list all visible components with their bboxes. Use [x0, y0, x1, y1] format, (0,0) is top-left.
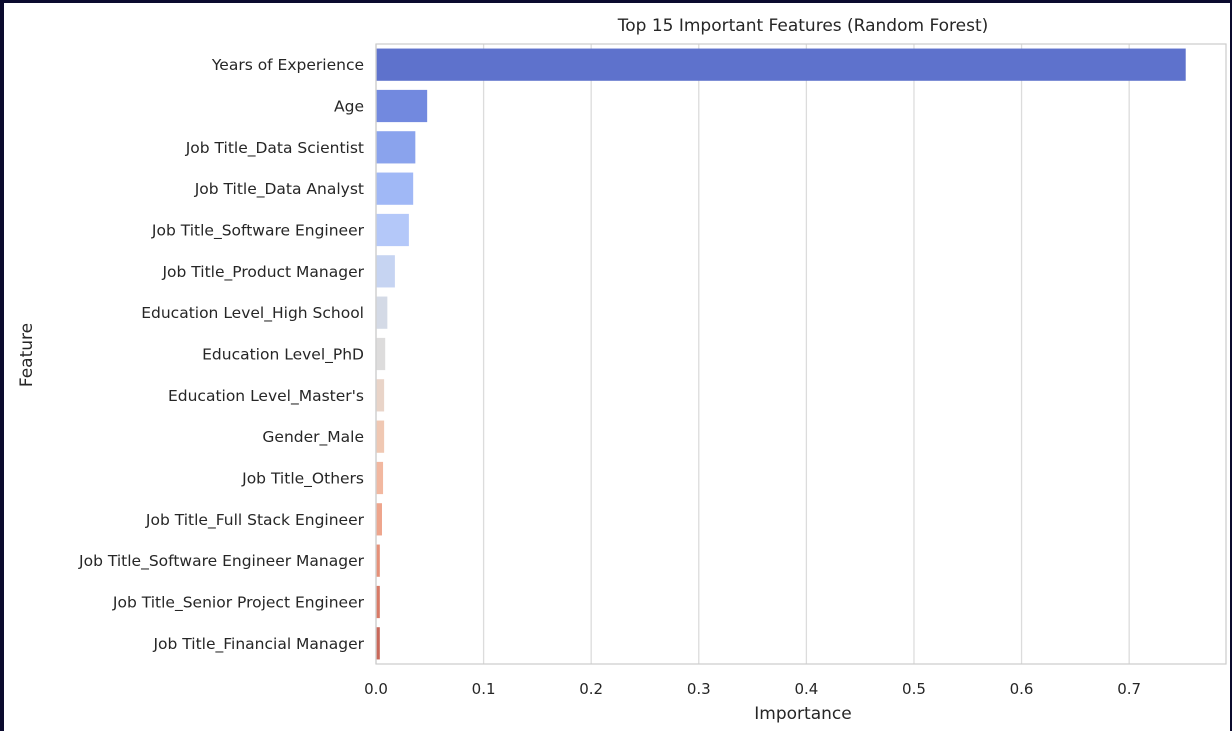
y-tick-label: Job Title_Financial Manager [152, 635, 364, 654]
y-tick-label: Job Title_Software Engineer Manager [78, 552, 365, 571]
y-tick-label: Age [334, 98, 364, 116]
y-tick-label: Job Title_Product Manager [161, 263, 364, 282]
bar [376, 627, 380, 660]
bar [376, 48, 1186, 81]
x-tick-labels: 0.0 0.1 0.2 0.3 0.4 0.5 0.6 0.7 [364, 680, 1141, 698]
y-tick-label: Gender_Male [262, 428, 364, 447]
bar [376, 585, 380, 619]
bar [376, 255, 395, 288]
bar [376, 379, 385, 412]
chart-title: Top 15 Important Features (Random Forest… [617, 16, 989, 36]
y-tick-label: Education Level_Master's [168, 387, 364, 406]
x-tick-label: 0.7 [1117, 680, 1141, 698]
x-tick-label: 0.4 [794, 680, 818, 698]
y-tick-label: Job Title_Full Stack Engineer [145, 511, 365, 530]
bar [376, 172, 414, 205]
y-tick-label: Job Title_Software Engineer [151, 222, 365, 241]
bars [376, 48, 1186, 660]
bar [376, 544, 380, 577]
y-tick-label: Education Level_High School [141, 304, 364, 323]
x-tick-label: 0.3 [687, 680, 711, 698]
plot-frame [375, 43, 1227, 665]
y-tick-label: Years of Experience [211, 56, 364, 74]
y-tick-label: Job Title_Data Scientist [185, 139, 364, 158]
bar [376, 503, 382, 536]
bar [376, 296, 388, 329]
y-tick-label: Job Title_Others [241, 470, 364, 489]
bar [376, 420, 385, 453]
x-tick-label: 0.1 [472, 680, 496, 698]
bar [376, 89, 428, 123]
y-tick-label: Job Title_Data Analyst [194, 180, 364, 199]
x-tick-label: 0.5 [902, 680, 926, 698]
bar [376, 131, 416, 164]
y-axis-label: Feature [17, 323, 37, 387]
bar-chart: Top 15 Important Features (Random Forest… [17, 16, 1227, 724]
bar [376, 337, 386, 371]
x-tick-label: 0.0 [364, 680, 388, 698]
bar [376, 461, 384, 495]
y-tick-label: Job Title_Senior Project Engineer [112, 594, 365, 613]
x-axis-label: Importance [754, 704, 851, 724]
bar [376, 213, 409, 247]
x-tick-label: 0.6 [1010, 680, 1034, 698]
y-tick-labels: Years of Experience Age Job Title_Data Sci… [78, 56, 365, 654]
grid-lines [375, 44, 1130, 664]
x-tick-label: 0.2 [579, 680, 603, 698]
y-tick-label: Education Level_PhD [202, 346, 364, 365]
